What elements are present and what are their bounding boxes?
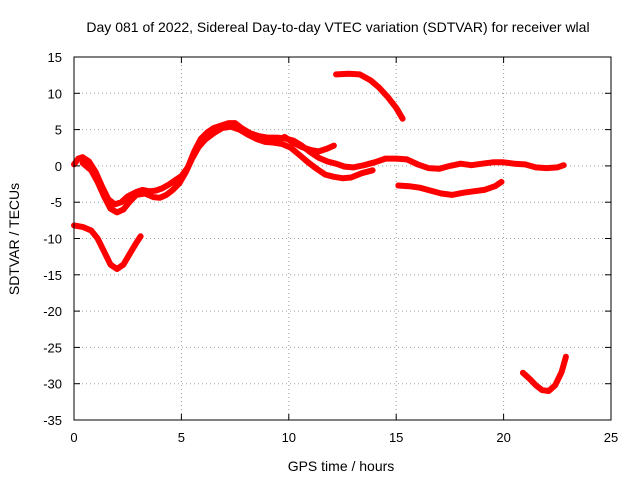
x-tick-label: 10 — [282, 430, 296, 445]
x-tick-label: 15 — [389, 430, 403, 445]
series-arc-7 — [519, 353, 569, 394]
y-tick-label: -35 — [43, 413, 62, 428]
x-tick-label: 25 — [604, 430, 618, 445]
y-tick-label: 0 — [55, 159, 62, 174]
series-arc-4 — [71, 222, 144, 272]
plot-series — [71, 70, 569, 394]
x-tick-label: 20 — [496, 430, 510, 445]
chart-title: Day 081 of 2022, Sidereal Day-to-day VTE… — [86, 19, 589, 35]
series-arc-2 — [79, 123, 376, 216]
series-arc-3 — [281, 133, 337, 155]
series-arc-6 — [395, 178, 505, 198]
y-tick-label: 5 — [55, 123, 62, 138]
y-tick-label: -30 — [43, 377, 62, 392]
axis-ticks: 0 5 10 15 20 25 15 10 5 0 -5 -10 -15 -20 -25 -30 -35 — [43, 50, 618, 445]
x-axis-label: GPS time / hours — [288, 458, 395, 474]
y-tick-label: -5 — [50, 195, 62, 210]
y-tick-label: -10 — [43, 232, 62, 247]
x-tick-label: 5 — [178, 430, 185, 445]
y-tick-label: -25 — [43, 340, 62, 355]
series-arc-5 — [333, 70, 406, 122]
y-tick-label: -20 — [43, 304, 62, 319]
y-axis-label: SDTVAR / TECUs — [6, 183, 22, 295]
y-tick-label: -15 — [43, 268, 62, 283]
y-tick-label: 15 — [48, 50, 62, 65]
y-tick-label: 10 — [48, 86, 62, 101]
x-tick-label: 0 — [70, 430, 77, 445]
